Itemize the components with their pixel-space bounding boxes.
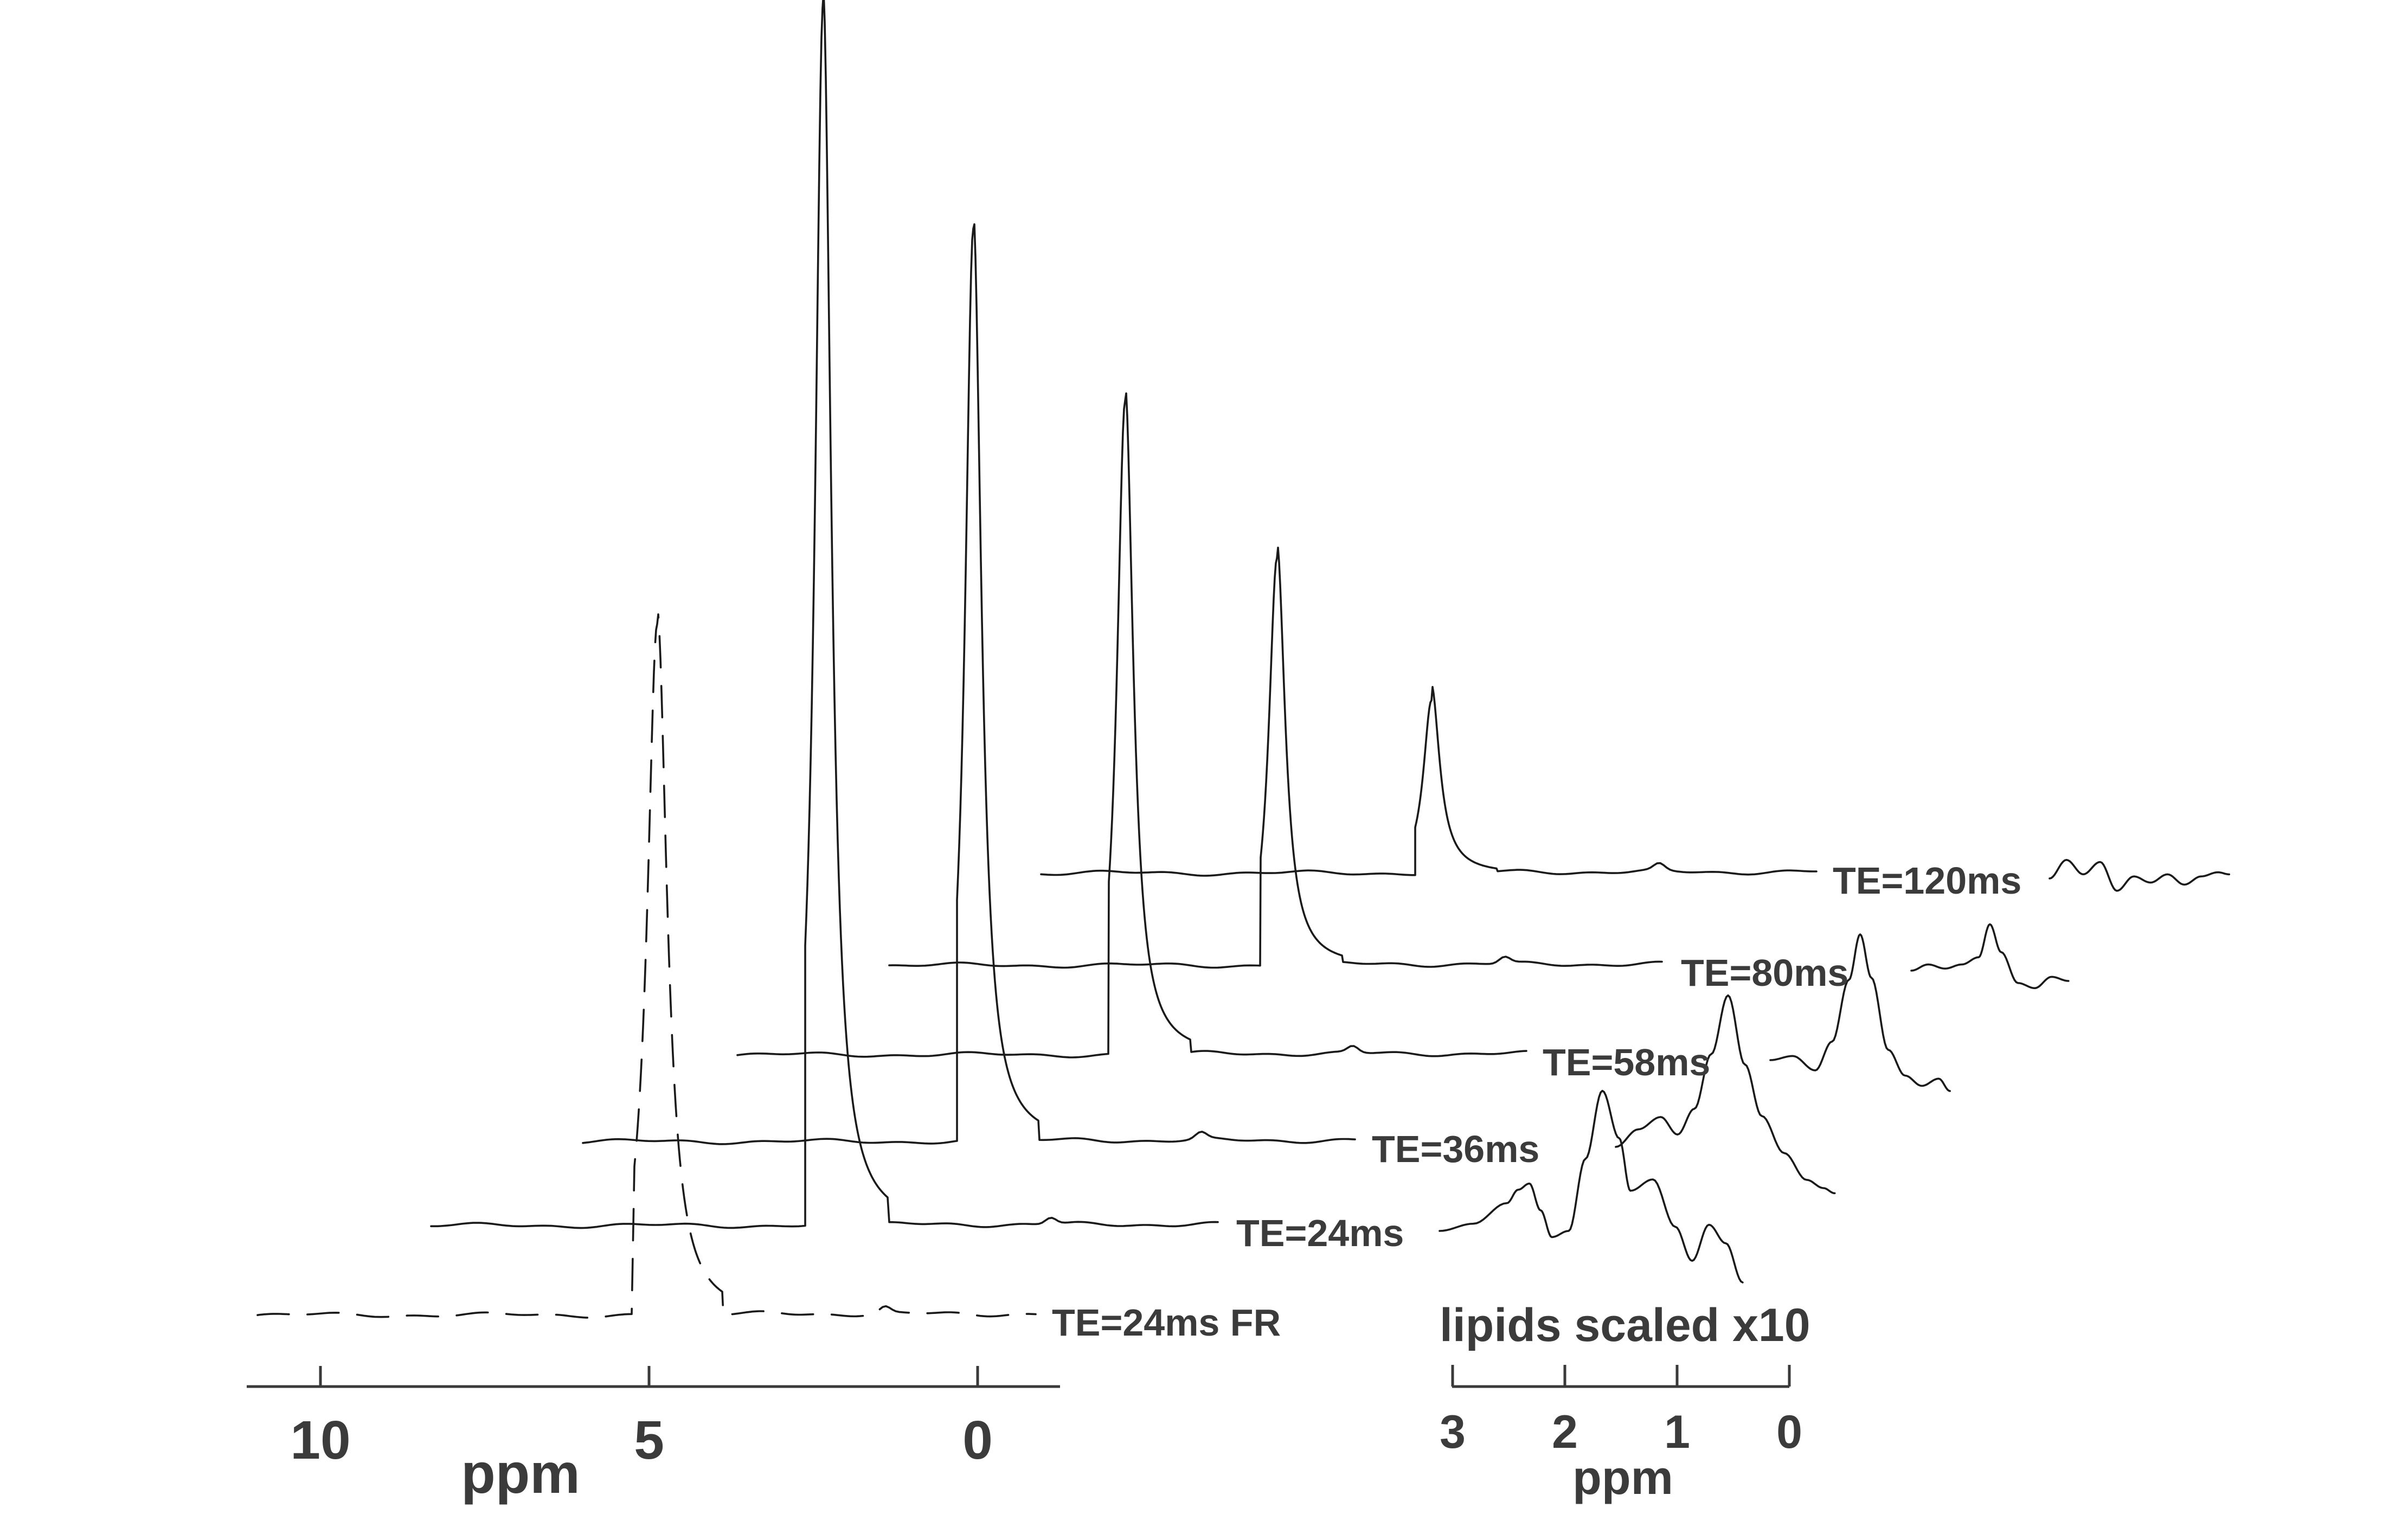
- main-tick-label-0: 0: [962, 1410, 993, 1471]
- spectrum-te-36ms: [582, 223, 1356, 1145]
- trace-labels: TE=24ms FR TE=24ms TE=36ms TE=58ms TE=80ms TE…: [1052, 859, 2021, 1344]
- spectrum-te-58ms: [736, 392, 1527, 1058]
- lipid-spectrum-te-36ms: [1615, 994, 1836, 1195]
- trace-label-te-58ms: TE=58ms: [1543, 1041, 1710, 1083]
- trace-label-te-36ms: TE=36ms: [1372, 1128, 1539, 1170]
- lipid-tick-label-3: 3: [1440, 1406, 1466, 1458]
- lipid-spectrum-te-80ms: [1910, 923, 2070, 990]
- trace-label-te-24ms-fr: TE=24ms FR: [1052, 1301, 1281, 1344]
- main-ppm-axis: 10 5 0 ppm: [247, 1366, 1060, 1505]
- trace-label-te-120ms: TE=120ms: [1833, 859, 2021, 902]
- lipid-ppm-axis: 3 2 1 0 ppm lipids scaled x10: [1440, 1299, 1810, 1504]
- lipid-axis-title: ppm: [1572, 1451, 1673, 1504]
- lipid-spectrum-te-58ms: [1769, 933, 1951, 1092]
- spectrum-te-80ms: [888, 547, 1663, 969]
- lipid-tick-label-1: 1: [1664, 1406, 1690, 1458]
- spectra-traces: [256, 0, 2230, 1319]
- trace-label-te-24ms: TE=24ms: [1236, 1212, 1404, 1254]
- trace-label-te-80ms: TE=80ms: [1681, 952, 1848, 994]
- spectrum-te-24ms: [430, 0, 1219, 1229]
- lipid-tick-label-2: 2: [1552, 1406, 1578, 1458]
- spectrum-te-120ms: [1040, 686, 1818, 877]
- main-tick-label-5: 5: [634, 1410, 664, 1471]
- lipid-spectrum-te-24ms: [1439, 1089, 1744, 1284]
- lipid-spectrum-te-120ms: [2049, 859, 2230, 892]
- main-axis-title: ppm: [461, 1442, 580, 1505]
- main-tick-label-10: 10: [290, 1410, 350, 1471]
- main-axis-ticks: 10 5 0: [290, 1366, 993, 1471]
- lipid-tick-label-0: 0: [1776, 1406, 1802, 1458]
- lipid-axis-ticks: 3 2 1 0: [1440, 1365, 1802, 1458]
- lipids-scale-note: lipids scaled x10: [1440, 1299, 1810, 1351]
- spectrum-te-24ms-fr: [256, 613, 1037, 1319]
